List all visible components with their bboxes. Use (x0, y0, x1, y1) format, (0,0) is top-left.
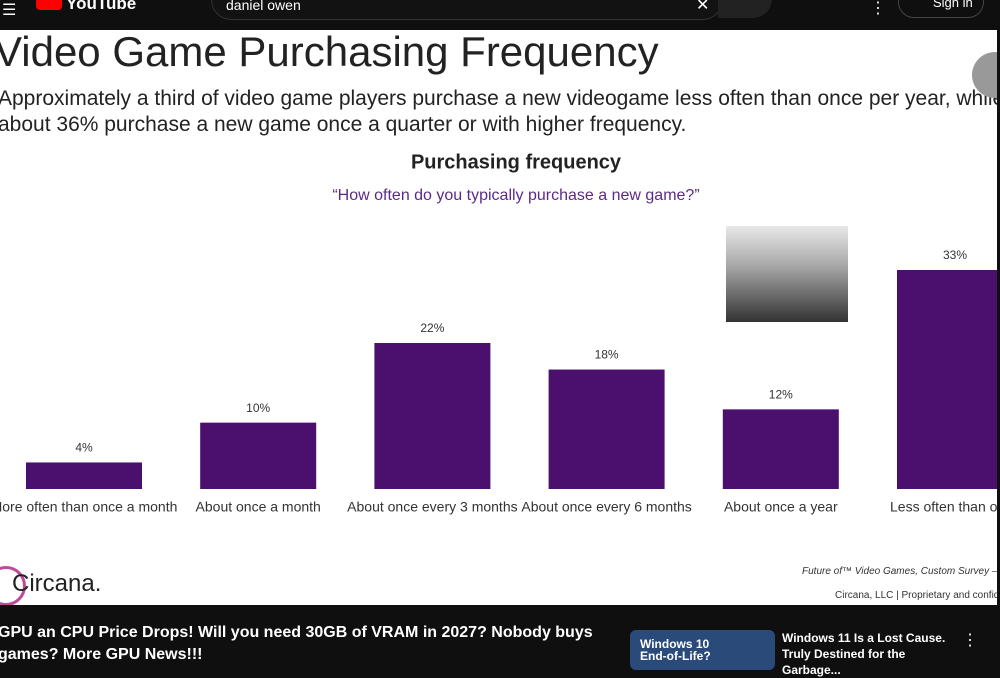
more-icon[interactable]: ⋮ (870, 0, 886, 17)
clear-icon[interactable]: ✕ (696, 0, 710, 14)
slide: Video Game Purchasing Frequency Approxim… (0, 30, 997, 605)
bar (722, 409, 839, 489)
slide-subtitle: Approximately a third of video game play… (0, 87, 997, 136)
x-tick-label: More often than once a month (0, 499, 177, 515)
webcam (726, 226, 848, 322)
value-label: 33% (943, 248, 967, 262)
top-bar: ☰ YouTube daniel owen ✕ ⋮ Sign in (0, 0, 1000, 30)
bar (897, 270, 997, 489)
sidebar-title[interactable]: Windows 11 Is a Lost Cause. Truly Destin… (782, 631, 946, 677)
x-tick-label: About once a year (724, 499, 838, 515)
slide-title: Video Game Purchasing Frequency (0, 30, 659, 75)
sidebar-menu[interactable]: ⋮ (962, 632, 978, 649)
thumbnail[interactable]: Windows 10 End-of-Life? (630, 630, 775, 670)
bar (374, 343, 491, 489)
search-box[interactable]: daniel owen ✕ (211, 0, 723, 20)
menu-icon[interactable]: ☰ (2, 2, 17, 19)
chart-title: Purchasing frequency (411, 151, 622, 173)
bar (26, 462, 142, 489)
chart: Purchasing frequency “How often do you t… (0, 151, 997, 515)
bar (200, 422, 317, 489)
copyright: Circana, LLC | Proprietary and confide (835, 590, 997, 601)
x-tick-label: About once every 3 months (347, 499, 517, 515)
x-tick-label: Less often than once (890, 499, 997, 515)
value-label: 22% (420, 321, 444, 335)
value-label: 4% (75, 441, 93, 455)
logo[interactable]: YouTube (66, 0, 137, 13)
sign-in-text: Sign in (933, 0, 973, 10)
value-label: 18% (595, 348, 619, 362)
value-label: 12% (769, 388, 793, 402)
search-button[interactable] (718, 0, 772, 18)
chart-subtitle: “How often do you typically purchase a n… (332, 187, 699, 204)
thumb-text: Windows 10 End-of-Life? (640, 637, 711, 663)
search-text: daniel owen (226, 0, 301, 13)
x-tick-label: About once a month (196, 499, 321, 515)
brand: Circana. (12, 570, 102, 597)
brand-logo (0, 566, 26, 605)
x-tick-label: About once every 6 months (521, 499, 691, 515)
source: Future of™ Video Games, Custom Survey – … (802, 566, 997, 577)
value-label: 10% (246, 401, 270, 415)
video-title[interactable]: GPU an CPU Price Drops! Will you need 30… (0, 624, 593, 663)
bar (548, 369, 665, 489)
sign-in-button[interactable]: Sign in (898, 0, 984, 18)
logo-icon[interactable] (36, 0, 62, 10)
